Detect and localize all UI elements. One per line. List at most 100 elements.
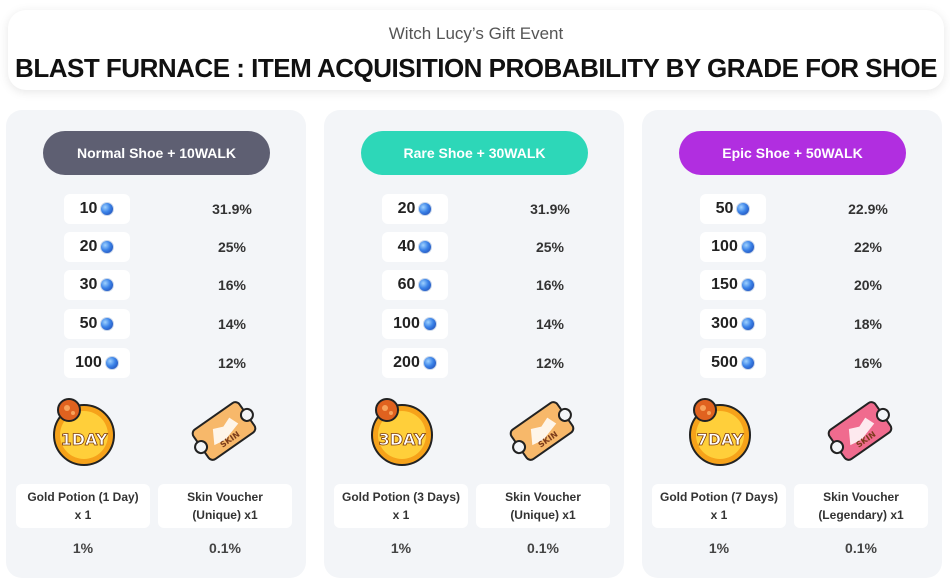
reward-gold-potion: Gold Potion (3 Days) x 1: [334, 484, 468, 528]
walk-token-icon: [100, 278, 115, 292]
walk-amount: 300: [700, 309, 766, 339]
grade-panel: Rare Shoe + 30WALK 20 31.9% 40 25% 60 16…: [324, 110, 624, 578]
reward-row: 40 25%: [382, 232, 582, 262]
reward-row: 20 25%: [64, 232, 264, 262]
walk-amount: 20: [382, 194, 448, 224]
grade-panel: Normal Shoe + 10WALK 10 31.9% 20 25% 30 …: [6, 110, 306, 578]
gold-potion-icon: 1DAY: [46, 393, 122, 469]
walk-token-icon: [100, 240, 115, 254]
walk-amount-value: 150: [711, 276, 738, 293]
svg-text:3DAY: 3DAY: [379, 430, 426, 449]
walk-token-icon: [422, 317, 437, 331]
reward-skin-voucher: Skin Voucher (Unique) x1: [476, 484, 610, 528]
row-probability: 31.9%: [530, 201, 570, 217]
reward-row: 500 16%: [700, 348, 900, 378]
event-header: Witch Lucy’s Gift Event BLAST FURNACE : …: [8, 10, 944, 90]
reward-row: 100 22%: [700, 232, 900, 262]
grade-panel: Epic Shoe + 50WALK 50 22.9% 100 22% 150 …: [642, 110, 942, 578]
walk-amount-value: 30: [79, 276, 98, 293]
gold-potion-icon: 3DAY: [364, 393, 440, 469]
page-title: BLAST FURNACE : ITEM ACQUISITION PROBABI…: [15, 53, 937, 83]
reward-row: 50 22.9%: [700, 194, 900, 224]
walk-token-icon: [100, 317, 115, 331]
skin-voucher-icon: SKIN: [186, 393, 262, 469]
row-probability: 12%: [217, 355, 247, 371]
walk-amount: 30: [64, 270, 130, 300]
walk-amount: 100: [382, 309, 448, 339]
reward-skin-voucher: Skin Voucher (Unique) x1: [158, 484, 292, 528]
walk-amount: 50: [700, 194, 766, 224]
reward-gold-potion: Gold Potion (7 Days) x 1: [652, 484, 786, 528]
walk-token-icon: [740, 317, 755, 331]
walk-amount: 20: [64, 232, 130, 262]
grade-label-pill: Rare Shoe + 30WALK: [361, 131, 588, 175]
skin-voucher-probability: 0.1%: [209, 540, 241, 556]
reward-row: 100 14%: [382, 309, 582, 339]
walk-amount: 500: [700, 348, 766, 378]
walk-amount: 40: [382, 232, 448, 262]
gold-potion-probability: 1%: [72, 540, 94, 556]
row-probability: 25%: [217, 239, 247, 255]
walk-amount-value: 300: [711, 315, 738, 332]
walk-token-icon: [740, 278, 755, 292]
row-probability: 16%: [535, 277, 565, 293]
reward-row: 50 14%: [64, 309, 264, 339]
row-probability: 31.9%: [212, 201, 252, 217]
row-probability: 16%: [853, 355, 883, 371]
walk-amount-value: 50: [715, 200, 734, 217]
walk-amount-value: 100: [393, 315, 420, 332]
walk-amount-value: 40: [397, 238, 416, 255]
walk-amount: 150: [700, 270, 766, 300]
row-probability: 18%: [853, 316, 883, 332]
row-probability: 16%: [217, 277, 247, 293]
svg-text:7DAY: 7DAY: [697, 430, 744, 449]
event-subtitle: Witch Lucy’s Gift Event: [388, 24, 564, 43]
row-probability: 14%: [217, 316, 247, 332]
row-probability: 25%: [535, 239, 565, 255]
gold-potion-probability: 1%: [390, 540, 412, 556]
reward-row: 30 16%: [64, 270, 264, 300]
row-probability: 12%: [535, 355, 565, 371]
reward-row: 200 12%: [382, 348, 582, 378]
row-probability: 22.9%: [848, 201, 888, 217]
walk-amount-value: 20: [79, 238, 98, 255]
skin-voucher-icon: SKIN: [822, 393, 898, 469]
walk-amount-value: 20: [397, 200, 416, 217]
skin-voucher-probability: 0.1%: [845, 540, 877, 556]
reward-gold-potion: Gold Potion (1 Day) x 1: [16, 484, 150, 528]
reward-row: 60 16%: [382, 270, 582, 300]
row-probability: 14%: [535, 316, 565, 332]
reward-row: 300 18%: [700, 309, 900, 339]
walk-amount-value: 500: [711, 354, 738, 371]
svg-text:1DAY: 1DAY: [61, 430, 108, 449]
walk-token-icon: [100, 202, 115, 216]
walk-token-icon: [740, 240, 755, 254]
reward-skin-voucher: Skin Voucher (Legendary) x1: [794, 484, 928, 528]
walk-amount-value: 100: [711, 238, 738, 255]
row-probability: 22%: [853, 239, 883, 255]
walk-amount: 100: [700, 232, 766, 262]
walk-amount-value: 60: [397, 276, 416, 293]
walk-token-icon: [422, 356, 437, 370]
walk-amount-value: 200: [393, 354, 420, 371]
walk-amount: 60: [382, 270, 448, 300]
grade-label-pill: Epic Shoe + 50WALK: [679, 131, 906, 175]
walk-amount-value: 10: [79, 200, 98, 217]
row-probability: 20%: [853, 277, 883, 293]
skin-voucher-probability: 0.1%: [527, 540, 559, 556]
walk-amount: 50: [64, 309, 130, 339]
walk-amount: 10: [64, 194, 130, 224]
walk-token-icon: [418, 240, 433, 254]
grade-label-pill: Normal Shoe + 10WALK: [43, 131, 270, 175]
skin-voucher-icon: SKIN: [504, 393, 580, 469]
walk-amount-value: 50: [79, 315, 98, 332]
reward-row: 150 20%: [700, 270, 900, 300]
walk-amount: 200: [382, 348, 448, 378]
gold-potion-icon: 7DAY: [682, 393, 758, 469]
walk-token-icon: [104, 356, 119, 370]
gold-potion-probability: 1%: [708, 540, 730, 556]
walk-token-icon: [418, 202, 433, 216]
walk-token-icon: [736, 202, 751, 216]
reward-row: 20 31.9%: [382, 194, 582, 224]
walk-amount: 100: [64, 348, 130, 378]
